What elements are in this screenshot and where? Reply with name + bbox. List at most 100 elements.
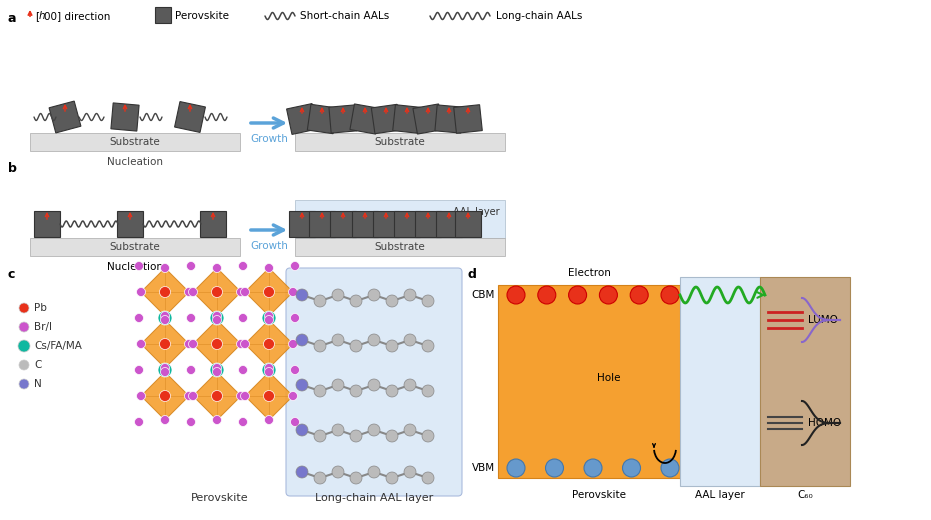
Circle shape: [158, 311, 172, 325]
Circle shape: [186, 262, 196, 270]
Text: +: +: [664, 461, 677, 475]
Circle shape: [264, 264, 274, 272]
Circle shape: [19, 322, 29, 332]
Polygon shape: [413, 104, 443, 134]
Bar: [680, 277, 760, 486]
Circle shape: [332, 379, 344, 391]
Circle shape: [211, 391, 223, 401]
Circle shape: [186, 418, 196, 426]
Circle shape: [630, 286, 648, 304]
Polygon shape: [245, 372, 293, 420]
Text: Hole: Hole: [598, 373, 621, 383]
Polygon shape: [200, 211, 226, 237]
Circle shape: [188, 392, 197, 400]
Text: Br/I: Br/I: [34, 322, 52, 332]
Circle shape: [289, 288, 298, 296]
Circle shape: [159, 391, 170, 401]
Circle shape: [332, 466, 344, 478]
Text: Growth: Growth: [250, 241, 288, 251]
Circle shape: [290, 262, 300, 270]
Text: C: C: [34, 360, 41, 370]
Polygon shape: [117, 211, 143, 237]
Polygon shape: [287, 103, 317, 134]
Text: Nucleation: Nucleation: [107, 262, 163, 272]
Polygon shape: [435, 105, 463, 133]
Polygon shape: [371, 105, 400, 134]
Text: HOMO: HOMO: [808, 418, 841, 428]
Circle shape: [386, 472, 398, 484]
Text: Long-chain AAL layer: Long-chain AAL layer: [315, 493, 433, 503]
Text: b: b: [8, 162, 17, 175]
Text: h: h: [39, 11, 46, 21]
Circle shape: [210, 311, 224, 325]
Circle shape: [236, 392, 246, 400]
Circle shape: [290, 366, 300, 374]
Circle shape: [350, 472, 362, 484]
Circle shape: [584, 459, 602, 477]
Polygon shape: [307, 105, 337, 134]
Circle shape: [158, 363, 172, 377]
Polygon shape: [141, 320, 189, 368]
Polygon shape: [393, 105, 422, 133]
Text: +: +: [625, 461, 638, 475]
Circle shape: [211, 287, 223, 297]
Polygon shape: [329, 105, 358, 133]
Circle shape: [134, 314, 143, 322]
Circle shape: [314, 295, 326, 307]
Circle shape: [159, 287, 170, 297]
Circle shape: [350, 430, 362, 442]
Circle shape: [332, 289, 344, 301]
Circle shape: [386, 340, 398, 352]
Text: C₆₀: C₆₀: [797, 490, 813, 500]
Circle shape: [538, 286, 556, 304]
Circle shape: [262, 363, 276, 377]
Bar: [498, 285, 680, 478]
Text: N: N: [34, 379, 42, 389]
Circle shape: [296, 289, 308, 301]
Polygon shape: [309, 211, 335, 237]
Circle shape: [404, 289, 416, 301]
Bar: [155, 7, 171, 23]
Circle shape: [661, 459, 679, 477]
Circle shape: [368, 466, 380, 478]
Text: VBM: VBM: [472, 463, 495, 473]
Text: [: [: [35, 11, 39, 21]
Bar: [295, 238, 505, 256]
Circle shape: [264, 311, 274, 320]
Text: −: −: [509, 288, 522, 303]
Polygon shape: [193, 268, 241, 316]
Circle shape: [137, 340, 145, 348]
Text: Electron: Electron: [568, 268, 611, 278]
Text: AAL layer: AAL layer: [453, 207, 500, 217]
Text: Pb: Pb: [34, 303, 47, 313]
Polygon shape: [141, 372, 189, 420]
Bar: [295, 133, 505, 151]
Text: +: +: [548, 461, 560, 475]
Text: Growth: Growth: [250, 134, 288, 144]
Text: c: c: [8, 268, 16, 281]
Polygon shape: [245, 268, 293, 316]
Circle shape: [160, 264, 169, 272]
Circle shape: [546, 459, 563, 477]
Circle shape: [240, 340, 250, 348]
Text: AAL layer: AAL layer: [695, 490, 745, 500]
Circle shape: [212, 415, 222, 424]
Bar: [760, 277, 850, 486]
Text: −: −: [664, 288, 677, 303]
Circle shape: [368, 334, 380, 346]
Text: +: +: [509, 461, 522, 475]
Polygon shape: [193, 372, 241, 420]
Circle shape: [236, 340, 246, 348]
Text: Substrate: Substrate: [110, 242, 160, 252]
Circle shape: [290, 314, 300, 322]
Circle shape: [134, 262, 143, 270]
Text: Short-chain AALs: Short-chain AALs: [300, 11, 389, 21]
Circle shape: [404, 334, 416, 346]
Polygon shape: [352, 211, 378, 237]
Text: −: −: [540, 288, 553, 303]
Circle shape: [240, 288, 250, 296]
Circle shape: [263, 339, 275, 349]
Text: 00] direction: 00] direction: [44, 11, 111, 21]
Polygon shape: [49, 101, 81, 133]
Circle shape: [404, 466, 416, 478]
